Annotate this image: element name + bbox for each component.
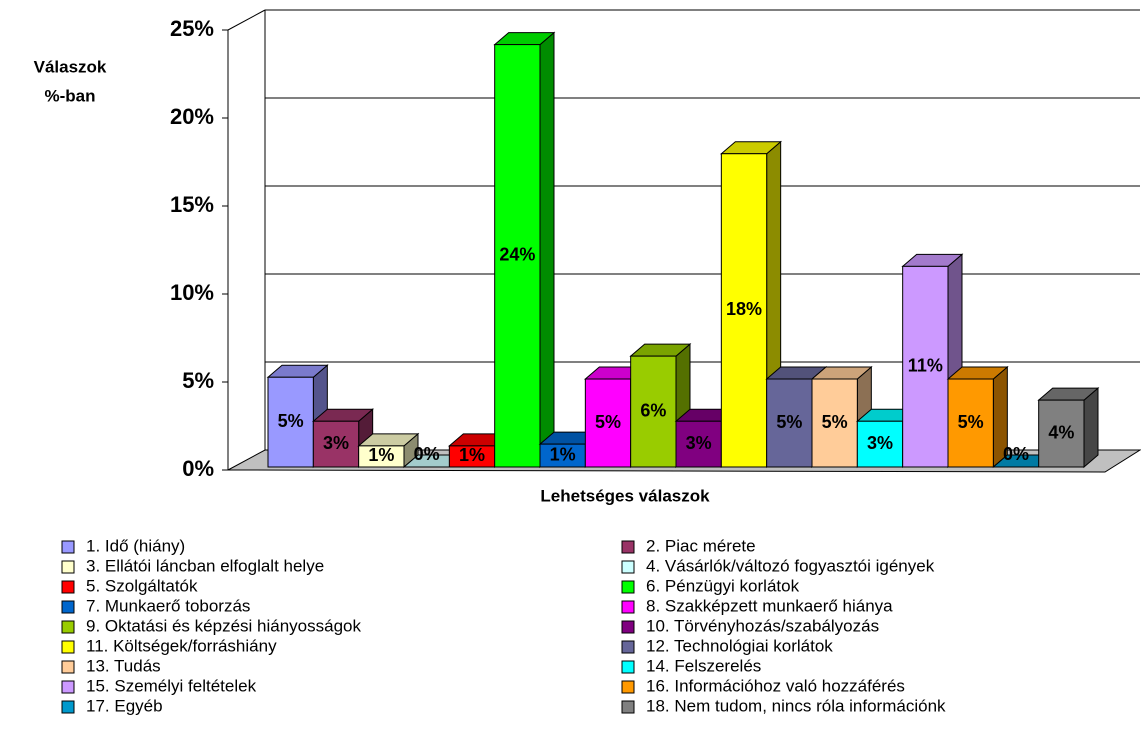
- legend-swatch: [61, 640, 75, 654]
- legend-swatch: [61, 660, 75, 674]
- legend-label: 9. Oktatási és képzési hiányosságok: [86, 616, 361, 635]
- y-tick-label: 10%: [170, 280, 214, 305]
- legend-swatch: [621, 560, 635, 574]
- bar-side: [1083, 387, 1099, 469]
- legend-label: 15. Személyi feltételek: [86, 676, 257, 695]
- legend-label: 6. Pénzügyi korlátok: [646, 576, 800, 595]
- value-label: 0%: [1003, 444, 1029, 464]
- legend-label: 2. Piac mérete: [646, 536, 756, 555]
- value-label: 11%: [908, 355, 943, 375]
- bar: [584, 378, 632, 468]
- bar: [947, 378, 994, 468]
- legend-swatch: [621, 540, 635, 554]
- value-label: 24%: [499, 245, 535, 265]
- bar: [766, 378, 813, 468]
- x-axis-label: Lehetséges válaszok: [540, 486, 710, 505]
- legend-label: 11. Költségek/forráshiány: [86, 636, 277, 655]
- legend-swatch: [61, 600, 75, 614]
- legend-label: 8. Szakképzett munkaerő hiánya: [646, 596, 893, 615]
- value-label: 0%: [414, 444, 440, 464]
- bar: [630, 355, 677, 468]
- legend-label: 1. Idő (hiány): [86, 536, 185, 555]
- value-label: 3%: [323, 433, 349, 453]
- legend-label: 10. Törvényhozás/szabályozás: [646, 616, 879, 635]
- legend-label: 5. Szolgáltatók: [86, 576, 198, 595]
- bar: [720, 153, 768, 468]
- legend-label: 14. Felszerelés: [646, 656, 761, 675]
- value-label: 1%: [550, 444, 576, 464]
- legend-swatch: [61, 540, 75, 554]
- y-tick-label: 0%: [182, 456, 214, 481]
- value-label: 18%: [726, 299, 762, 319]
- legend-swatch: [621, 600, 635, 614]
- legend-swatch: [621, 660, 635, 674]
- y-tick-label: 15%: [170, 192, 214, 217]
- wall-top: [227, 9, 266, 31]
- y-tick-label: 25%: [170, 16, 214, 41]
- value-label: 1%: [459, 445, 485, 465]
- value-label: 5%: [776, 412, 802, 432]
- y-axis-label: Válaszok: [34, 57, 107, 76]
- legend-swatch: [61, 560, 75, 574]
- value-label: 1%: [368, 445, 394, 465]
- value-label: 3%: [867, 433, 893, 453]
- value-label: 5%: [595, 412, 621, 432]
- bar: [358, 445, 405, 468]
- legend-swatch: [621, 640, 635, 654]
- legend-label: 7. Munkaerő toborzás: [86, 596, 250, 615]
- bar-side: [539, 31, 555, 469]
- legend-swatch: [621, 620, 635, 634]
- bar: [1038, 399, 1085, 468]
- legend-label: 16. Információhoz való hozzáférés: [646, 676, 905, 695]
- bar: [675, 420, 722, 468]
- value-label: 6%: [640, 400, 666, 420]
- bar: [902, 265, 949, 468]
- legend-label: 4. Vásárlók/változó fogyasztói igények: [646, 556, 935, 575]
- value-label: 5%: [958, 412, 984, 432]
- legend-swatch: [621, 580, 635, 594]
- legend-swatch: [61, 580, 75, 594]
- bar: [312, 420, 360, 468]
- y-axis-label: %-ban: [45, 86, 96, 105]
- bar: [811, 378, 858, 468]
- value-label: 4%: [1048, 422, 1074, 442]
- value-label: 5%: [822, 412, 848, 432]
- legend-label: 17. Egyéb: [86, 696, 163, 715]
- legend-swatch: [621, 700, 635, 714]
- legend-label: 3. Ellátói láncban elfoglalt helye: [86, 556, 324, 575]
- legend-label: 12. Technológiai korlátok: [646, 636, 833, 655]
- value-label: 5%: [278, 411, 304, 431]
- legend-swatch: [61, 700, 75, 714]
- legend-swatch: [61, 620, 75, 634]
- legend-swatch: [61, 680, 75, 694]
- y-tick-label: 5%: [182, 368, 214, 393]
- legend-label: 13. Tudás: [86, 656, 161, 675]
- legend-label: 18. Nem tudom, nincs róla információnk: [646, 696, 946, 715]
- legend-swatch: [621, 680, 635, 694]
- y-tick-label: 20%: [170, 104, 214, 129]
- value-label: 3%: [686, 433, 712, 453]
- bar: [856, 420, 904, 468]
- bar: [494, 44, 541, 468]
